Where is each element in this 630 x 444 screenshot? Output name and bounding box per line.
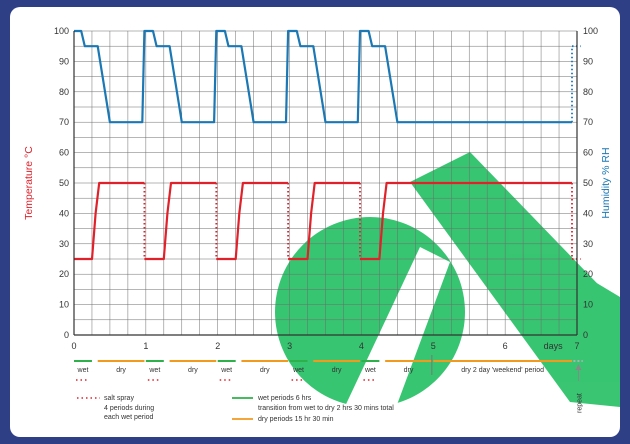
y-tick-label-right: 70 [583,117,593,127]
timeline-dry-label: dry [332,367,342,374]
temperature-line-solid [216,181,289,261]
y-tick-label-left: 90 [59,56,69,66]
y-tick-label-right: 40 [583,208,593,218]
x-tick-label: 7 [574,341,579,351]
temperature-line-solid [144,181,217,261]
y-tick-label-left: 50 [59,178,69,188]
y-axis-title-right: Humidity % RH [600,147,612,218]
timeline-dry-label: dry [188,367,198,374]
y-tick-label-right: 30 [583,239,593,249]
legend-salt-spray: salt spray [104,395,134,402]
y-axis-title-left: Temperature °C [23,146,35,220]
watermark-shape [510,267,620,347]
y-tick-label-left: 20 [59,269,69,279]
x-tick-label: 3 [287,341,292,351]
y-tick-label-left: 10 [59,300,69,310]
watermark-shape [340,247,450,437]
legend-dry: dry periods 15 hr 30 min [258,416,334,423]
temperature-line-solid [288,181,360,261]
y-tick-label-right: 10 [583,300,593,310]
timeline-dry-label: dry [260,367,270,374]
timeline-wet-label: wet [292,367,304,374]
x-tick-label: 2 [215,341,220,351]
legend-salt-spray-detail-1: 4 periods during [104,405,154,412]
x-tick-label: 0 [71,341,76,351]
y-tick-label-right: 100 [583,26,598,36]
y-tick-label-left: 0 [64,330,69,340]
y-tick-label-right: 80 [583,87,593,97]
timeline-wet-label: wet [148,367,160,374]
repeat-arrow-head [575,364,582,370]
y-tick-label-left: 60 [59,148,69,158]
x-tick-label: 4 [359,341,364,351]
y-tick-label-left: 40 [59,208,69,218]
timeline-dry-label: dry [116,367,126,374]
repeat-label: repeat [576,393,583,413]
temperature-line-solid [74,181,145,261]
y-tick-label-left: 80 [59,87,69,97]
humidity-line-dotted [571,45,581,123]
y-tick-label-right: 90 [583,56,593,66]
legend: salt spray 4 periods during each wet per… [77,395,394,423]
y-tick-label-left: 100 [54,26,69,36]
y-tick-label-right: 0 [583,330,588,340]
timeline: wet dry wet dry wet dry wet dry wet dry dry 2 day … [74,355,583,413]
y-tick-label-left: 30 [59,239,69,249]
timeline-dry-label: dry 2 day 'weekend' period [461,367,544,374]
legend-transition: transition from wet to dry 2 hrs 30 mins… [258,405,394,412]
watermark [275,152,620,437]
y-tick-label-right: 50 [583,178,593,188]
series [74,29,581,261]
legend-salt-spray-detail-2: each wet period [104,414,154,421]
timeline-wet-label: wet [77,367,89,374]
temperature-line-dotted [571,183,581,260]
y-tick-label-right: 60 [583,148,593,158]
x-unit-label: days [544,341,564,351]
watermark-shape [410,152,620,407]
x-tick-label: 6 [503,341,508,351]
temperature-line-solid [360,181,572,261]
y-tick-label-right: 20 [583,269,593,279]
y-tick-label-left: 70 [59,117,69,127]
legend-wet: wet periods 6 hrs [257,395,312,402]
x-tick-label: 5 [431,341,436,351]
timeline-wet-label: wet [364,367,376,374]
x-tick-label: 1 [143,341,148,351]
timeline-wet-label: wet [220,367,232,374]
chart-panel: 0 0 10 10 20 20 30 30 40 40 50 50 60 60 70 70 80 80 90 90 10… [10,7,620,437]
humidity-line-solid [74,29,572,124]
timeline-dry-label: dry [404,367,414,374]
